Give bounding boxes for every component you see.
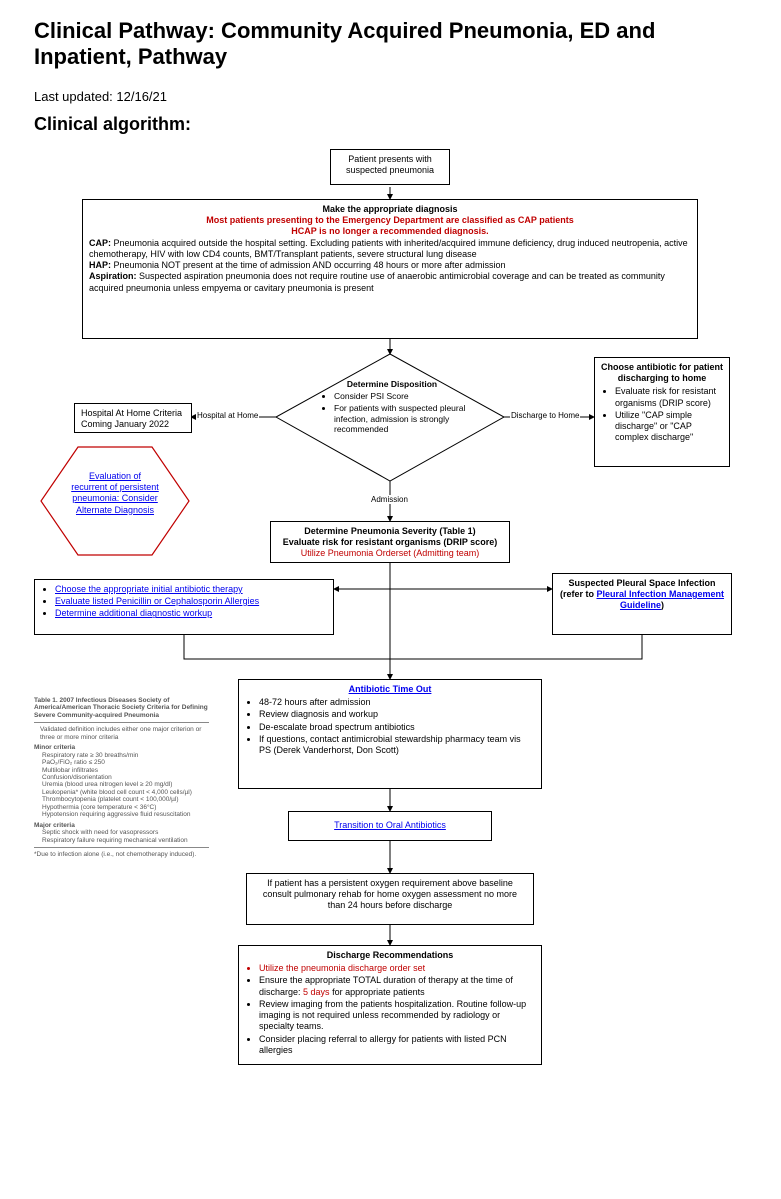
asp-text: Suspected aspiration pneumonia does not … [89,271,665,292]
table1-minor-item: Confusion/disorientation [34,774,209,781]
table1-sidebar: Table 1. 2007 Infectious Diseases Societ… [34,697,209,859]
asp-label: Aspiration: [89,271,137,281]
cap-text: Pneumonia acquired outside the hospital … [89,238,688,259]
drec-b4: Consider placing referral to allergy for… [259,1034,535,1057]
table1-footnote: *Due to infection alone (i.e., not chemo… [34,851,209,858]
hex-l3[interactable]: pneumonia: Consider [72,493,158,503]
diagnosis-red1: Most patients presenting to the Emergenc… [89,215,691,226]
node-diagnosis: Make the appropriate diagnosis Most pati… [82,199,698,339]
discharge-home-b2: Utilize "CAP simple discharge" or "CAP c… [615,410,723,444]
severity-l3: Utilize Pneumonia Orderset (Admitting te… [277,548,503,559]
drec-b1: Utilize the pneumonia discharge order se… [259,963,535,974]
node-hospital-at-home: Hospital At Home Criteria Coming January… [74,403,192,433]
diagnosis-cap: CAP: Pneumonia acquired outside the hosp… [89,238,691,261]
node-disposition: Determine Disposition Consider PSI Score… [308,379,476,436]
node-discharge-home: Choose antibiotic for patient dischargin… [594,357,730,467]
disposition-b1: Consider PSI Score [334,391,476,402]
table1-minor-item: Uremia (blood urea nitrogen level ≥ 20 m… [34,781,209,788]
diagnosis-asp: Aspiration: Suspected aspiration pneumon… [89,271,691,294]
table1-major-item: Respiratory failure requiring mechanical… [34,837,209,844]
table1-minor-header: Minor criteria [34,744,209,751]
table1-minor-item: Leukopenia* (white blood cell count < 4,… [34,789,209,796]
node-severity: Determine Pneumonia Severity (Table 1) E… [270,521,510,563]
table1-minor-list: Respiratory rate ≥ 30 breaths/minPaO₂/Fi… [34,752,209,819]
timeout-b1: 48-72 hours after admission [259,697,535,708]
diagnosis-red2: HCAP is no longer a recommended diagnosi… [89,226,691,237]
table1-minor-item: Respiratory rate ≥ 30 breaths/min [34,752,209,759]
discharge-home-b1: Evaluate risk for resistant organisms (D… [615,386,723,409]
hex-l1[interactable]: Evaluation of [89,471,141,481]
pleural-l2c: ) [661,600,664,610]
node-left-links: Choose the appropriate initial antibioti… [34,579,334,635]
table1-major-list: Septic shock with need for vasopressorsR… [34,829,209,844]
severity-l1: Determine Pneumonia Severity (Table 1) [277,526,503,537]
hap-label: HAP: [89,260,111,270]
flowchart: Patient presents with suspected pneumoni… [34,149,747,1169]
node-oxygen: If patient has a persistent oxygen requi… [246,873,534,925]
table1-minor-item: Multilobar infiltrates [34,767,209,774]
timeout-header[interactable]: Antibiotic Time Out [349,684,432,694]
table1-minor-item: Hypothermia (core temperature < 36°C) [34,804,209,811]
node-start-text: Patient presents with suspected pneumoni… [346,154,434,175]
timeout-b2: Review diagnosis and workup [259,709,535,720]
oxygen-text: If patient has a persistent oxygen requi… [263,878,517,911]
pleural-l1: Suspected Pleural Space Infection [559,578,725,589]
timeout-b3: De-escalate broad spectrum antibiotics [259,722,535,733]
node-discharge-recs: Discharge Recommendations Utilize the pn… [238,945,542,1065]
hex-l4[interactable]: Alternate Diagnosis [76,505,154,515]
timeout-b4: If questions, contact antimicrobial stew… [259,734,535,757]
table1-minor-item: Thrombocytopenia (platelet count < 100,0… [34,796,209,803]
disposition-header: Determine Disposition [308,379,476,390]
node-pleural: Suspected Pleural Space Infection (refer… [552,573,732,635]
leftlink-3[interactable]: Determine additional diagnostic workup [55,608,327,619]
diagnosis-hap: HAP: Pneumonia NOT present at the time o… [89,260,691,271]
edge-label-hospital-at-home: Hospital at Home [196,411,259,420]
discharge-home-header: Choose antibiotic for patient dischargin… [601,362,723,385]
edge-label-discharge-to-home: Discharge to Home [510,411,580,420]
table1-minor-item: PaO₂/FiO₂ ratio ≤ 250 [34,759,209,766]
last-updated: Last updated: 12/16/21 [34,89,747,104]
table1-major-item: Septic shock with need for vasopressors [34,829,209,836]
oral-link[interactable]: Transition to Oral Antibiotics [334,820,446,830]
table1-major-header: Major criteria [34,822,209,829]
node-oral: Transition to Oral Antibiotics [288,811,492,841]
hap-text: Pneumonia NOT present at the time of adm… [111,260,506,270]
table1-minor-item: Hypotension requiring aggressive fluid r… [34,811,209,818]
drec-b3: Review imaging from the patients hospita… [259,999,535,1033]
hospital-at-home-text: Hospital At Home Criteria Coming January… [81,408,182,429]
node-antibiotic-timeout: Antibiotic Time Out 48-72 hours after ad… [238,679,542,789]
disposition-b2: For patients with suspected pleural infe… [334,403,476,435]
table1-validated: Validated definition includes either one… [34,726,209,741]
section-heading: Clinical algorithm: [34,114,747,135]
hex-l2[interactable]: recurrent of persistent [71,482,159,492]
severity-l2: Evaluate risk for resistant organisms (D… [277,537,503,548]
node-hexagon[interactable]: Evaluation of recurrent of persistent pn… [58,471,172,516]
page: Clinical Pathway: Community Acquired Pne… [0,0,781,1199]
leftlink-2[interactable]: Evaluate listed Penicillin or Cephalospo… [55,596,327,607]
pleural-l2a: (refer to [560,589,597,599]
discharge-recs-header: Discharge Recommendations [245,950,535,961]
cap-label: CAP: [89,238,111,248]
page-title: Clinical Pathway: Community Acquired Pne… [34,18,747,71]
leftlink-1[interactable]: Choose the appropriate initial antibioti… [55,584,327,595]
table1-title: Table 1. 2007 Infectious Diseases Societ… [34,697,209,719]
diagnosis-header: Make the appropriate diagnosis [89,204,691,215]
node-start: Patient presents with suspected pneumoni… [330,149,450,185]
drec-b2: Ensure the appropriate TOTAL duration of… [259,975,535,998]
edge-label-admission: Admission [370,495,409,504]
